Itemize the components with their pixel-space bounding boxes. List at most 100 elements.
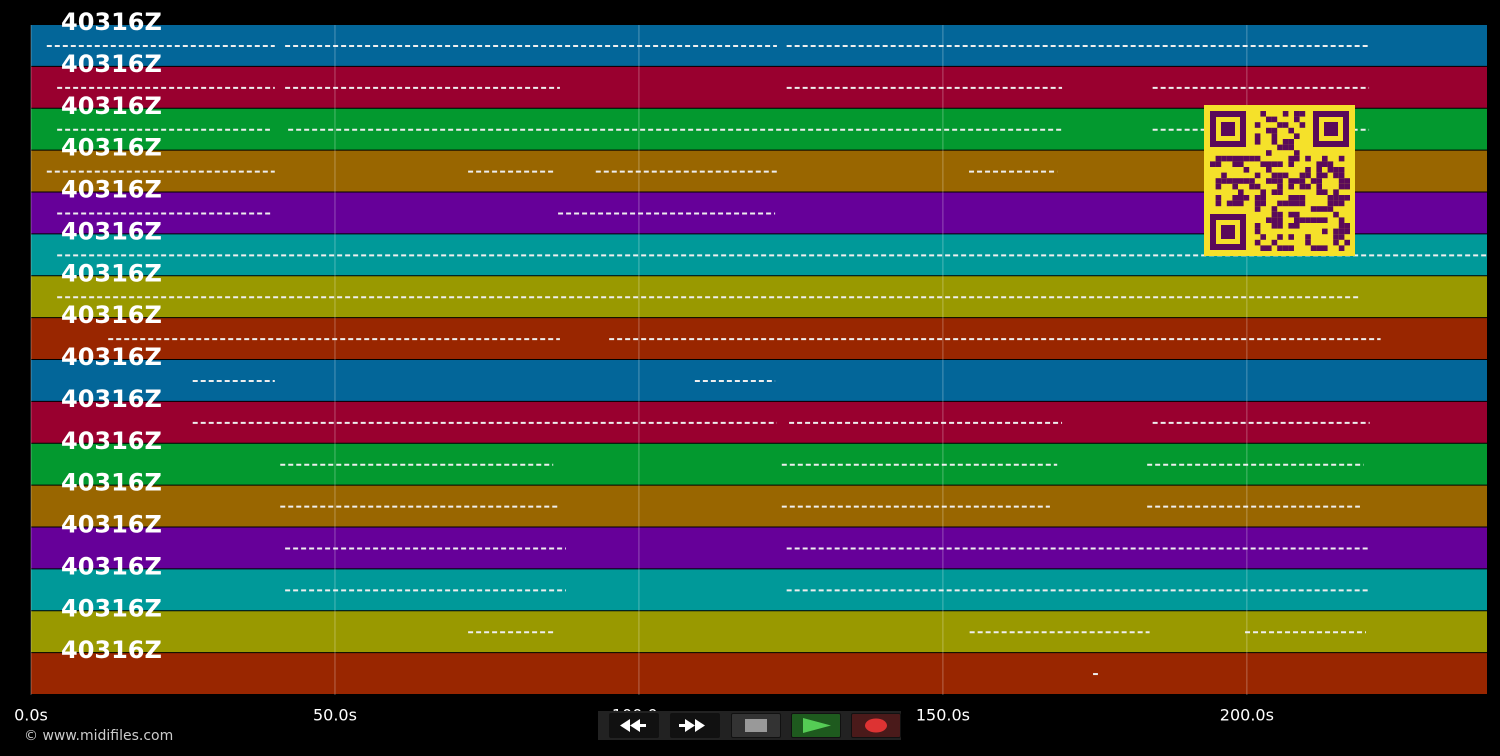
qr-module xyxy=(1305,239,1311,246)
qr-module xyxy=(1344,223,1350,229)
qr-module xyxy=(1271,172,1278,179)
qr-module xyxy=(1322,155,1328,162)
copyright: © www.midifiles.com xyxy=(24,728,174,744)
qr-module xyxy=(1322,189,1328,195)
qr-module xyxy=(1344,239,1350,246)
qr-module xyxy=(1299,217,1306,223)
qr-module xyxy=(1316,189,1322,195)
qr-module xyxy=(1260,111,1266,117)
qr-module xyxy=(1238,189,1244,195)
qr-module xyxy=(1316,245,1322,251)
qr-module xyxy=(1271,217,1278,223)
qr-module xyxy=(1333,228,1339,235)
qr-module xyxy=(1327,161,1334,167)
qr-module xyxy=(1288,211,1294,218)
qr-module xyxy=(1215,195,1222,201)
qr-module xyxy=(1249,155,1255,162)
track-label: 40316Z xyxy=(61,427,162,455)
forward-button[interactable] xyxy=(670,713,720,738)
qr-module xyxy=(1277,183,1283,190)
qr-module xyxy=(1288,195,1294,201)
qr-module xyxy=(1282,139,1289,145)
qr-module xyxy=(1221,155,1227,162)
track-label: 40316Z xyxy=(61,176,162,204)
qr-module xyxy=(1333,167,1339,173)
track-label: 40316Z xyxy=(61,594,162,622)
qr-module xyxy=(1333,234,1339,240)
qr-module xyxy=(1232,200,1238,207)
qr-module xyxy=(1277,122,1283,128)
qr-module xyxy=(1271,211,1278,218)
qr-module xyxy=(1338,167,1345,173)
record-button[interactable] xyxy=(851,713,901,738)
play-button[interactable] xyxy=(791,713,841,738)
qr-module xyxy=(1344,228,1350,235)
qr-module xyxy=(1271,239,1278,246)
track-label: 40316Z xyxy=(61,636,162,664)
qr-module xyxy=(1288,139,1294,145)
qr-module xyxy=(1333,172,1339,179)
qr-module xyxy=(1305,172,1311,179)
stop-button[interactable] xyxy=(731,713,781,738)
qr-module xyxy=(1277,161,1283,167)
qr-module xyxy=(1210,161,1216,167)
qr-module xyxy=(1254,200,1261,207)
qr-module xyxy=(1260,200,1266,207)
qr-module xyxy=(1260,234,1266,240)
qr-module xyxy=(1305,217,1311,223)
qr-module xyxy=(1277,172,1283,179)
track-label: 40316Z xyxy=(61,552,162,580)
qr-module xyxy=(1299,111,1306,117)
qr-module xyxy=(1288,127,1294,134)
qr-module xyxy=(1238,155,1244,162)
qr-module xyxy=(1282,122,1289,128)
qr-module xyxy=(1266,167,1272,173)
qr-module xyxy=(1299,122,1306,128)
qr-module xyxy=(1277,189,1283,195)
qr-module xyxy=(1288,155,1294,162)
track-label: 40316Z xyxy=(61,385,162,413)
qr-module xyxy=(1232,183,1238,190)
qr-module xyxy=(1322,206,1328,212)
qr-module xyxy=(1243,155,1250,162)
qr-module xyxy=(1243,178,1250,184)
track-label: 40316Z xyxy=(61,92,162,120)
track-lane xyxy=(31,611,1487,653)
qr-module xyxy=(1271,189,1278,195)
qr-module xyxy=(1327,195,1334,201)
qr-module xyxy=(1299,178,1306,184)
qr-module xyxy=(1333,189,1339,195)
qr-module xyxy=(1327,200,1334,207)
track-label: 40316Z xyxy=(61,134,162,162)
qr-module xyxy=(1294,155,1300,162)
qr-module xyxy=(1310,178,1317,184)
qr-module xyxy=(1277,234,1283,240)
qr-module xyxy=(1271,206,1278,212)
qr-module xyxy=(1215,161,1222,167)
qr-module xyxy=(1316,178,1322,184)
track-label: 40316Z xyxy=(61,259,162,287)
qr-module xyxy=(1299,195,1306,201)
qr-module xyxy=(1322,172,1328,179)
rewind-button[interactable] xyxy=(609,713,659,738)
qr-module xyxy=(1305,167,1311,173)
qr-module xyxy=(1344,178,1350,184)
qr-module xyxy=(1277,178,1283,184)
qr-module xyxy=(1232,161,1238,167)
qr-module xyxy=(1288,234,1294,240)
qr-module xyxy=(1294,116,1300,123)
qr-module xyxy=(1254,206,1261,212)
qr-module xyxy=(1277,144,1283,151)
qr-module xyxy=(1338,155,1345,162)
qr-module xyxy=(1338,217,1345,223)
qr-module xyxy=(1305,183,1311,190)
qr-module xyxy=(1254,133,1261,139)
qr-module xyxy=(1266,178,1272,184)
qr-module xyxy=(1243,195,1250,201)
qr-module xyxy=(1344,195,1350,201)
qr-module xyxy=(1215,155,1222,162)
qr-module xyxy=(1254,239,1261,246)
qr-module xyxy=(1338,172,1345,179)
track-label: 40316Z xyxy=(61,301,162,329)
qr-module xyxy=(1221,178,1227,184)
